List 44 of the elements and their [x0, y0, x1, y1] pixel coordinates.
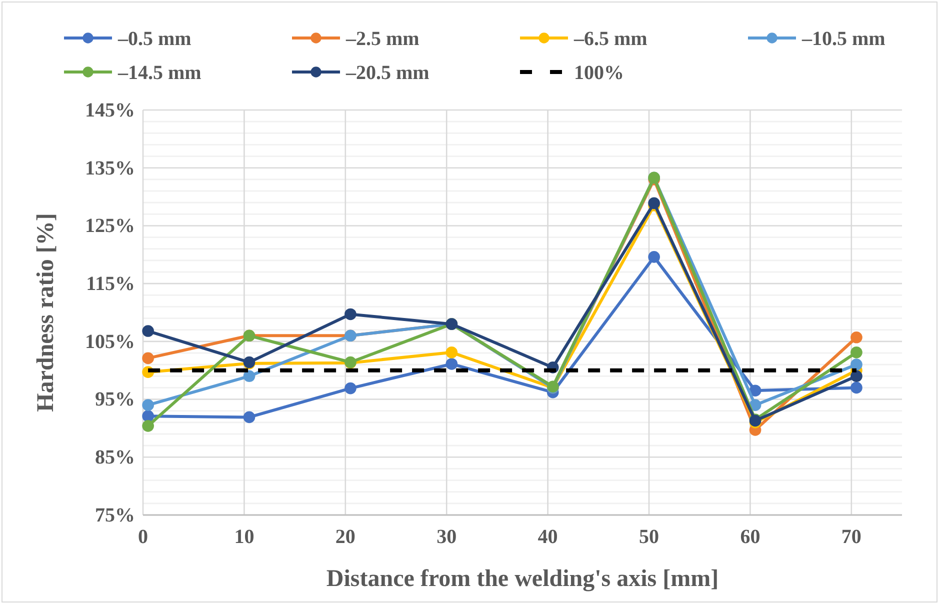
x-tick-label: 70	[841, 526, 862, 548]
x-tick-label: 30	[436, 526, 457, 548]
y-tick-label: 75%	[95, 504, 135, 526]
point	[850, 331, 862, 344]
y-tick-label: 85%	[95, 446, 135, 469]
point	[142, 399, 154, 411]
x-tick-label: 10	[234, 526, 254, 548]
y-tick-label: 105%	[85, 330, 135, 353]
y-axis-title: Hardness ratio [%]	[33, 213, 59, 412]
x-tick-label: 50	[639, 526, 659, 548]
x-tick-label: 40	[538, 526, 558, 548]
legend-label: –2.5 mm	[345, 28, 420, 50]
legend-label: –14.5 mm	[117, 62, 202, 84]
point	[446, 358, 458, 370]
point	[648, 197, 660, 210]
point	[446, 346, 458, 358]
point	[344, 308, 356, 320]
y-tick-label: 95%	[95, 388, 135, 411]
point	[344, 382, 356, 394]
point	[142, 325, 154, 337]
y-tick-label: 115%	[86, 272, 135, 295]
point	[142, 352, 154, 364]
y-tick-label: 145%	[85, 99, 135, 122]
point	[850, 370, 862, 382]
legend-label: –10.5 mm	[801, 28, 886, 50]
x-tick-label: 0	[138, 526, 148, 548]
x-tick-label: 20	[335, 526, 356, 548]
point	[850, 358, 862, 370]
point	[749, 384, 762, 397]
legend-label: –6.5 mm	[573, 28, 648, 50]
y-tick-label: 125%	[85, 215, 135, 238]
point	[749, 399, 762, 411]
x-axis-title: Distance from the welding's axis [mm]	[326, 566, 719, 592]
legend-label: 100%	[574, 62, 624, 84]
point	[850, 382, 862, 394]
point	[243, 411, 256, 424]
y-tick-label: 135%	[85, 157, 135, 180]
point	[142, 420, 154, 432]
legend-label: –0.5 mm	[117, 28, 192, 50]
legend-label: –20.5 mm	[345, 62, 430, 84]
point	[243, 370, 256, 382]
x-tick-label: 60	[740, 526, 760, 548]
point	[648, 251, 660, 263]
point	[850, 346, 862, 358]
